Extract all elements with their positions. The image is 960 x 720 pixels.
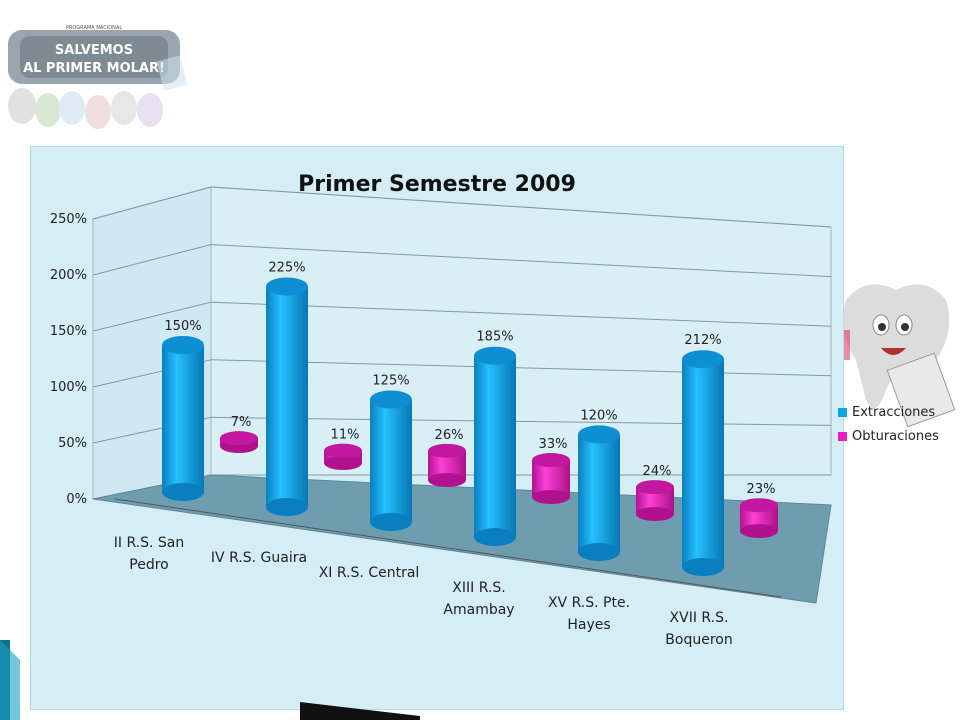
data-label-obturaciones: 33% (539, 437, 568, 452)
data-label-extracciones: 125% (372, 374, 409, 389)
y-tick-label: 150% (50, 324, 87, 339)
y-tick-label: 200% (50, 268, 87, 283)
legend-item-extracciones: Extracciones (838, 400, 939, 424)
legend-swatch-extracciones (838, 407, 847, 417)
x-category-label: XIII R.S. (452, 580, 505, 596)
x-category-label: Hayes (567, 617, 610, 633)
chart-legend: Extracciones Obturaciones (838, 400, 939, 448)
bar-obturaciones-base (740, 524, 778, 538)
bar-extracciones-top (682, 350, 724, 369)
gridline-left (92, 244, 212, 276)
legend-label-extracciones: Extracciones (852, 404, 936, 420)
bar-extracciones-top (162, 336, 204, 354)
legend-label-obturaciones: Obturaciones (852, 428, 939, 444)
gridline-back (210, 301, 832, 327)
gridline-left (92, 301, 212, 332)
data-label-extracciones: 225% (268, 261, 305, 276)
x-category-label: XI R.S. Central (319, 565, 420, 581)
bar-extracciones-top (370, 390, 412, 409)
slide-corner-decoration (0, 640, 420, 720)
x-category-label: Pedro (129, 557, 168, 573)
bar-extracciones (266, 286, 308, 507)
logo-top-text: PROGRAMA NACIONAL (66, 25, 122, 31)
data-label-obturaciones: 26% (435, 428, 464, 443)
y-tick-label: 0% (66, 492, 87, 507)
chart-title: Primer Semestre 2009 (298, 172, 576, 197)
x-category-label: XVII R.S. (670, 610, 729, 626)
bar-chart: 0% 50% 100% 150% 200% 250% Primer Semestre 200… (50, 172, 832, 648)
bar-obturaciones-top (740, 498, 778, 513)
gridline-left (92, 186, 212, 220)
legend-item-obturaciones: Obturaciones (838, 424, 939, 448)
bar-extracciones-base (682, 558, 724, 576)
bar-obturaciones-top (636, 480, 674, 495)
bar-obturaciones-top (220, 431, 258, 446)
bar-extracciones (682, 359, 724, 567)
chart-area: 0% 50% 100% 150% 200% 250% Primer Semestre 200… (30, 146, 844, 710)
gridline-back (210, 186, 832, 228)
bar-extracciones-base (370, 513, 412, 531)
data-label-obturaciones: 24% (643, 464, 672, 479)
bar-extracciones-top (266, 277, 308, 296)
x-category-label: Amambay (443, 602, 514, 618)
program-logo: PROGRAMA NACIONAL SALVEMOS AL PRIMER MOL… (8, 25, 188, 129)
bar-obturaciones-top (532, 453, 570, 468)
bar-extracciones (578, 434, 620, 552)
x-category-label: Boqueron (665, 632, 732, 648)
x-category-label: IV R.S. Guaira (211, 550, 307, 566)
logo-line1: SALVEMOS (55, 43, 133, 58)
gridline-back (210, 359, 832, 377)
bar-obturaciones-base (324, 456, 362, 470)
data-label-extracciones: 212% (684, 333, 721, 348)
data-label-obturaciones: 7% (231, 415, 252, 430)
bar-extracciones-top (578, 425, 620, 444)
gridline-back (210, 244, 832, 278)
data-label-extracciones: 150% (164, 319, 201, 334)
bar-obturaciones-top (324, 443, 362, 458)
bar-extracciones-base (474, 528, 516, 546)
bar-obturaciones-base (532, 490, 570, 504)
bar-extracciones-base (578, 543, 620, 561)
bar-obturaciones-base (636, 507, 674, 521)
gridline-back (210, 416, 832, 426)
bar-extracciones-base (266, 498, 308, 516)
data-label-extracciones: 185% (476, 330, 513, 345)
y-tick-label: 50% (58, 436, 87, 451)
bar-obturaciones-top (428, 443, 466, 458)
bar-extracciones (162, 345, 204, 492)
bar-extracciones (370, 399, 412, 522)
x-axis-line (114, 498, 782, 598)
x-category-label: XV R.S. Pte. (548, 595, 630, 611)
data-label-obturaciones: 11% (331, 428, 360, 443)
tooth-mascot-image (840, 284, 956, 428)
bar-extracciones-top (474, 346, 516, 365)
bar-obturaciones-base (428, 473, 466, 487)
x-category-label: II R.S. San (114, 535, 185, 551)
legend-swatch-obturaciones (838, 431, 847, 441)
y-tick-label: 100% (50, 380, 87, 395)
data-label-extracciones: 120% (580, 408, 617, 423)
y-tick-label: 250% (50, 212, 87, 227)
data-label-obturaciones: 23% (747, 482, 776, 497)
logo-line2: AL PRIMER MOLAR! (23, 61, 165, 76)
bar-extracciones-base (162, 483, 204, 501)
bar-extracciones (474, 355, 516, 537)
